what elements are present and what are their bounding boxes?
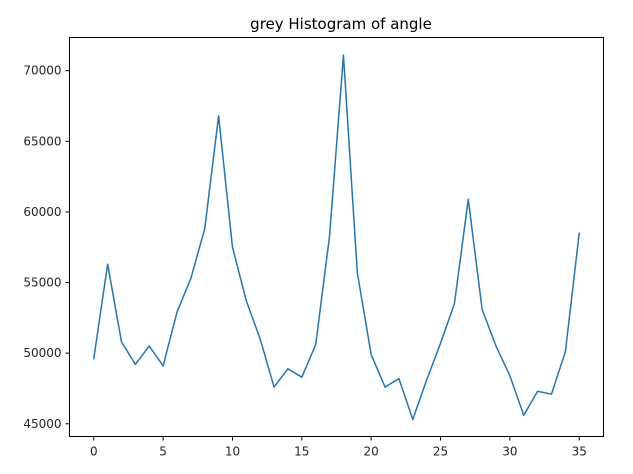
x-tick-label: 30 (502, 445, 517, 459)
y-axis: 45000 50000 55000 60000 65000 70000 (23, 64, 70, 431)
y-tick-label: 60000 (23, 205, 61, 219)
series-layer (93, 54, 580, 421)
x-tick-label: 5 (159, 445, 167, 459)
x-tick-label: 20 (364, 445, 379, 459)
plot-area-frame (69, 37, 604, 437)
x-tick-label: 10 (225, 445, 240, 459)
y-tick-label: 45000 (23, 417, 61, 431)
x-tick-label: 25 (433, 445, 448, 459)
y-tick-label: 70000 (23, 64, 61, 78)
x-tick-label: 0 (90, 445, 98, 459)
x-tick-label: 15 (294, 445, 309, 459)
y-tick-label: 50000 (23, 346, 61, 360)
series-line (93, 54, 580, 421)
y-tick-label: 55000 (23, 276, 61, 290)
chart-title: grey Histogram of angle (250, 15, 432, 33)
x-axis: 0 5 10 15 20 25 30 35 (90, 436, 587, 459)
x-tick-label: 35 (572, 445, 587, 459)
y-tick-label: 65000 (23, 134, 61, 148)
